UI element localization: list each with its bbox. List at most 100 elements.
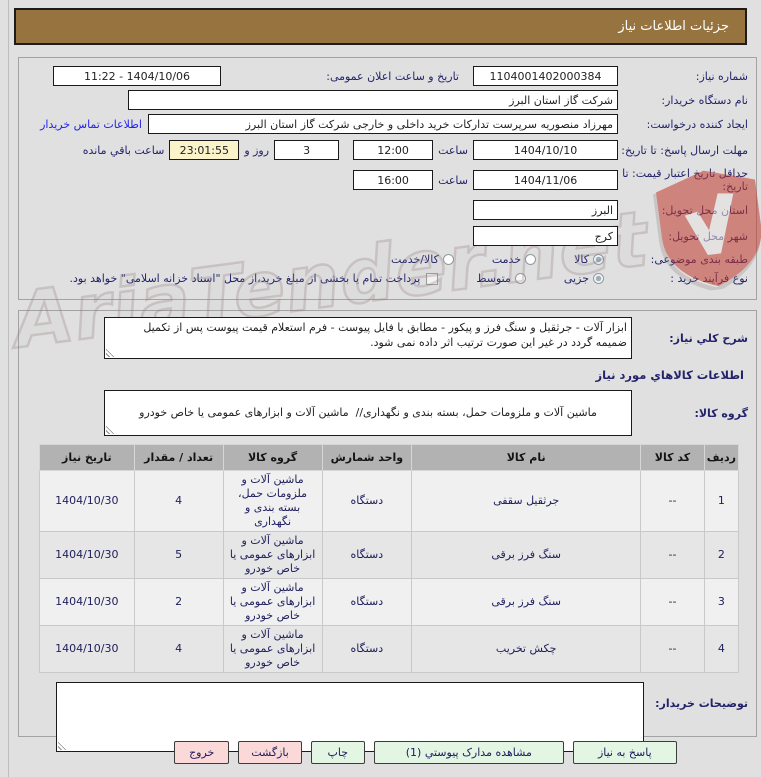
cell-item-name: سنگ فرز برقی: [411, 531, 642, 579]
creator-field: مهرزاد منصوریه سرپرست تدارکات خرید داخلی…: [148, 114, 618, 134]
cell-unit: دستگاه: [321, 470, 413, 532]
deadline-label: مهلت ارسال پاسخ: تا تاریخ:: [621, 143, 748, 157]
col-group: گروه کالا: [222, 444, 323, 471]
cell-row: 2: [703, 531, 740, 579]
cell-group: ماشین آلات و ابزارهای عمومی یا خاص خودرو: [222, 578, 323, 626]
deadline-row: مهلت ارسال پاسخ: تا تاریخ: 1404/10/10 سا…: [25, 140, 748, 160]
announce-datetime-value: 1404/10/06 - 11:22: [83, 69, 191, 83]
buyer-contact-link[interactable]: اطلاعات تماس خریدار: [40, 117, 142, 131]
announce-datetime-label: تاریخ و ساعت اعلان عمومی:: [326, 69, 459, 83]
buyer-org-row: نام دستگاه خریدار: شرکت گاز استان البرز: [25, 90, 748, 110]
need-info-groupbox: شماره نیاز: 1104001402000384 تاریخ و ساع…: [18, 57, 757, 300]
cell-item-code: --: [640, 578, 705, 626]
items-groupbox: شرح کلي نیاز: ابزار آلات - جرثقیل و سنگ …: [18, 310, 757, 752]
need-desc-wrap: ابزار آلات - جرثقیل و سنگ فرز و پیکور - …: [104, 317, 632, 359]
city-field: کرج: [473, 226, 618, 246]
cell-need-date: 1404/10/30: [39, 470, 135, 532]
process-type-row: نوع فرآیند خرید : جزیی متوسط پرداخت تمام…: [25, 272, 748, 285]
cell-item-name: سنگ فرز برقی: [411, 578, 642, 626]
buyer-org-field: شرکت گاز استان البرز: [128, 90, 618, 110]
goods-group-row: گروه کالا: ماشین آلات و ملزومات حمل، بست…: [25, 390, 748, 436]
back-button[interactable]: بازگشت: [238, 741, 302, 764]
col-item-name: نام کالا: [411, 444, 642, 471]
validity-date-value: 1404/11/06: [513, 173, 578, 187]
need-desc-textarea[interactable]: ابزار آلات - جرثقیل و سنگ فرز و پیکور - …: [104, 317, 632, 359]
radio-service-label: خدمت: [491, 253, 522, 266]
days-and-label: روز و: [244, 143, 270, 157]
radio-minor[interactable]: [593, 273, 604, 284]
items-table: ردیف کد کالا نام کالا واحد شمارش گروه کا…: [39, 444, 740, 673]
city-label: شهر محل تحویل:: [668, 229, 748, 243]
deadline-date-field: 1404/10/10: [473, 140, 618, 160]
table-row: 3 -- سنگ فرز برقی دستگاه ماشین آلات و اب…: [39, 578, 740, 626]
cell-need-date: 1404/10/30: [39, 625, 135, 673]
radio-goods-label: کالا: [574, 253, 589, 266]
action-button-bar: پاسخ به نیاز مشاهده مدارک پیوستي (1) چاپ…: [0, 741, 761, 764]
need-number-row: شماره نیاز: 1104001402000384 تاریخ و ساع…: [25, 66, 748, 86]
city-value: کرج: [594, 229, 613, 243]
radio-goods[interactable]: [593, 254, 604, 265]
treasury-checkbox[interactable]: [426, 272, 439, 285]
province-row: استان محل تحویل: البرز: [25, 200, 748, 220]
need-desc-label: شرح کلي نیاز:: [669, 331, 748, 345]
print-button[interactable]: چاپ: [310, 741, 365, 764]
radio-medium[interactable]: [514, 273, 526, 284]
radio-goods-service-label: کالا/خدمت: [391, 253, 439, 266]
window-edge-divider: [8, 0, 9, 777]
validity-date-field: 1404/11/06: [473, 170, 618, 190]
radio-minor-label: جزیی: [563, 272, 589, 285]
goods-group-textarea[interactable]: ماشین آلات و ملزومات حمل، بسته بندی و نگ…: [104, 390, 632, 436]
buyer-notes-row: توضیحات خریدار:: [25, 682, 748, 752]
price-validity-row: حداقل تاریخ اعتبار قیمت: تا تاریخ: 1404/…: [25, 167, 748, 193]
radio-goods-service[interactable]: [442, 254, 454, 265]
province-value: البرز: [591, 203, 613, 217]
city-row: شهر محل تحویل: کرج: [25, 226, 748, 246]
validity-time-field: 16:00: [353, 170, 434, 190]
buyer-notes-textarea[interactable]: [56, 682, 644, 752]
goods-group-wrap: ماشین آلات و ملزومات حمل، بسته بندی و نگ…: [104, 390, 632, 436]
cell-unit: دستگاه: [321, 531, 413, 579]
deadline-time-value: 12:00: [377, 143, 409, 157]
countdown-timer-value: 23:01:55: [179, 143, 230, 157]
cell-quantity: 2: [133, 578, 224, 626]
cell-item-code: --: [640, 625, 705, 673]
cell-quantity: 4: [133, 470, 224, 532]
col-quantity: تعداد / مقدار: [133, 444, 224, 471]
goods-group-label: گروه کالا:: [694, 406, 748, 420]
classification-row: طبقه بندی موضوعی: کالا خدمت کالا/خدمت: [25, 253, 748, 266]
radio-medium-label: متوسط: [476, 272, 511, 285]
resize-handle-icon[interactable]: [106, 348, 115, 357]
table-row: 2 -- سنگ فرز برقی دستگاه ماشین آلات و اب…: [39, 531, 740, 579]
remaining-suffix-label: ساعت باقي مانده: [82, 143, 165, 157]
creator-label: ایجاد کننده درخواست:: [646, 117, 748, 131]
col-need-date: تاریخ نیاز: [39, 444, 135, 471]
countdown-timer: 23:01:55: [169, 140, 240, 160]
price-validity-label: حداقل تاریخ اعتبار قیمت: تا تاریخ:: [622, 167, 748, 193]
cell-need-date: 1404/10/30: [39, 578, 135, 626]
page-title: جزئیات اطلاعات نیاز: [14, 8, 747, 45]
province-field: البرز: [473, 200, 618, 220]
need-number-value: 1104001402000384: [489, 69, 602, 83]
cell-quantity: 4: [133, 625, 224, 673]
table-row: 4 -- چکش تخریب دستگاه ماشین آلات و ابزار…: [39, 625, 740, 673]
respond-to-need-button[interactable]: پاسخ به نیاز: [572, 741, 677, 764]
cell-row: 4: [703, 625, 740, 673]
resize-handle-icon[interactable]: [106, 425, 115, 434]
cell-group: ماشین آلات و ابزارهای عمومی یا خاص خودرو: [222, 531, 323, 579]
deadline-date-value: 1404/10/10: [513, 143, 578, 157]
cell-row: 1: [703, 470, 740, 532]
buyer-notes-wrap: [56, 682, 644, 752]
announce-datetime-field: 1404/10/06 - 11:22: [53, 66, 221, 86]
validity-time-value: 16:00: [377, 173, 409, 187]
exit-button[interactable]: خروج: [174, 741, 230, 764]
creator-value: مهرزاد منصوریه سرپرست تدارکات خرید داخلی…: [245, 117, 613, 131]
buyer-org-label: نام دستگاه خریدار:: [661, 93, 748, 107]
resize-handle-icon[interactable]: [58, 741, 67, 750]
validity-hour-label: ساعت: [438, 173, 468, 187]
radio-service[interactable]: [525, 254, 537, 265]
need-number-label: شماره نیاز:: [695, 69, 748, 83]
cell-item-code: --: [640, 531, 705, 579]
cell-group: ماشین آلات و ملزومات حمل، بسته بندی و نگ…: [222, 470, 323, 532]
view-attachments-button[interactable]: مشاهده مدارک پیوستي (1): [373, 741, 564, 764]
cell-quantity: 5: [133, 531, 224, 579]
